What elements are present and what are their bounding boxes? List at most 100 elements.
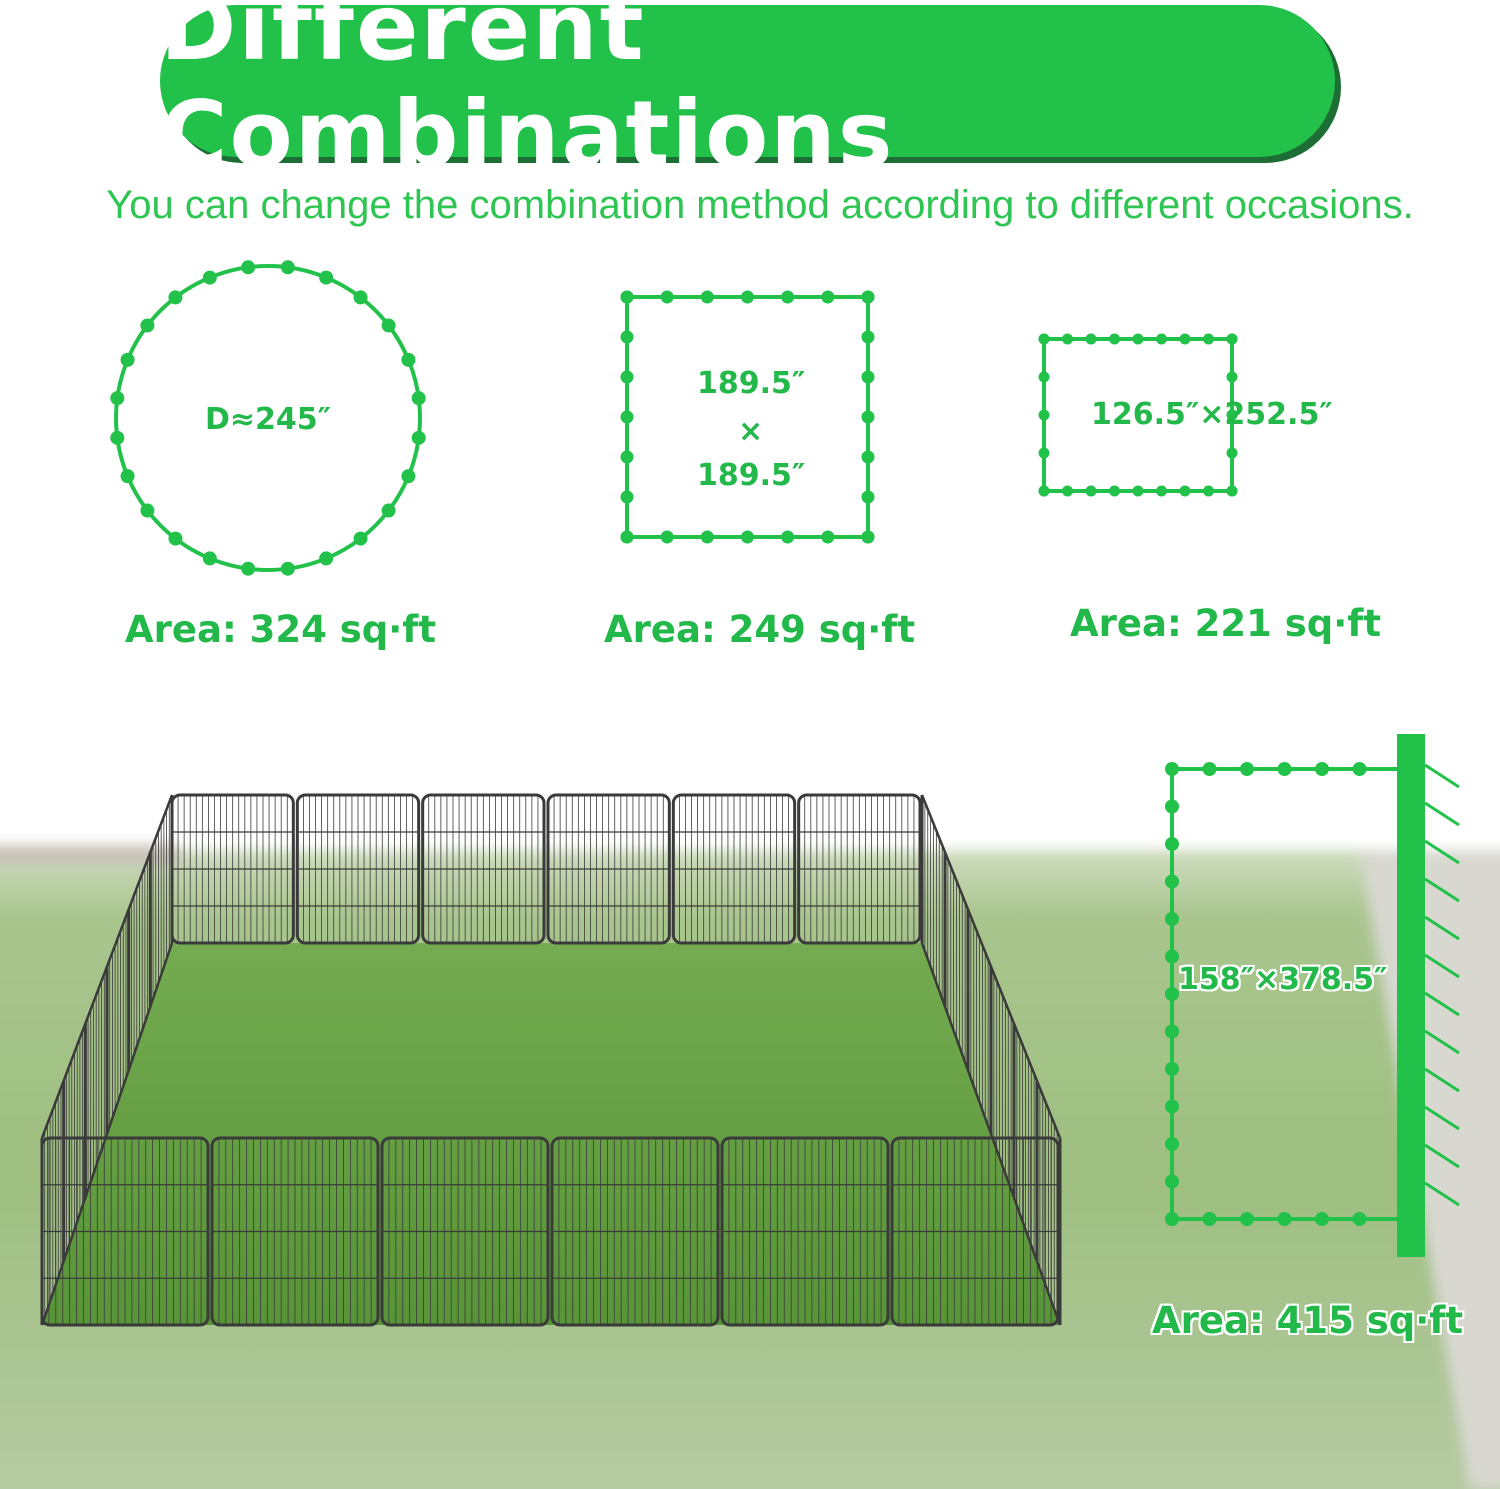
fence-joint-dot	[1226, 485, 1238, 497]
wall-area: Area: 415 sq·ft	[1152, 1299, 1464, 1342]
fence-joint-dot	[620, 450, 634, 464]
fence-joint-dot	[381, 318, 396, 333]
fence-line	[1424, 953, 1460, 979]
fence-line	[1424, 1143, 1460, 1169]
fence-joint-dot	[1038, 409, 1050, 421]
fence-joint-dot	[1165, 762, 1179, 776]
fence-line	[1424, 991, 1460, 1017]
wall-dimension: 158″×378.5″	[1178, 962, 1388, 997]
fence-joint-dot	[781, 290, 795, 304]
fence-joint-dot	[1165, 987, 1179, 1001]
fence-joint-dot	[120, 352, 135, 367]
fence-line	[1424, 877, 1460, 903]
fence-joint-dot	[660, 530, 674, 544]
fence-joint-dot	[1132, 485, 1144, 497]
fence-joint-dot	[280, 260, 295, 275]
fence-bar	[40, 794, 174, 1139]
fence-joint-dot	[1165, 912, 1179, 926]
fence-joint-dot	[821, 530, 835, 544]
fence-joint-dot	[861, 450, 875, 464]
fence-joint-dot	[411, 391, 426, 406]
title-banner: Different Combinations	[160, 0, 1335, 188]
fence-joint-dot	[1062, 485, 1073, 497]
wall	[1397, 734, 1425, 1257]
circle-layout-outline	[114, 264, 422, 572]
fence-pen	[40, 793, 1062, 1327]
rectangle-area: Area: 221 sq·ft	[1070, 602, 1382, 645]
fence-joint-dot	[1226, 333, 1238, 345]
fence-joint-dot	[110, 391, 125, 406]
fence-joint-dot	[861, 370, 875, 384]
fence-joint-dot	[168, 290, 183, 305]
fence-joint-dot	[1085, 333, 1097, 345]
fence-joint-dot	[861, 330, 875, 344]
fence-joint-dot	[861, 530, 875, 544]
fence-joint-dot	[1203, 485, 1214, 497]
fence-joint-dot	[1165, 949, 1179, 964]
circle-dimension: D≈245″	[205, 402, 332, 437]
fence-joint-dot	[700, 290, 714, 304]
fence-joint-dot	[120, 469, 135, 484]
fence-joint-dot	[1277, 1212, 1292, 1226]
fence-joint-dot	[1038, 371, 1050, 383]
fence-joint-dot	[861, 410, 875, 424]
fence-line	[1424, 839, 1460, 865]
fence-joint-dot	[1277, 762, 1292, 776]
fence-joint-dot	[1226, 409, 1238, 421]
fence-line	[1424, 1067, 1460, 1093]
fence-line	[1424, 801, 1460, 827]
fence-joint-dot	[620, 410, 634, 424]
fence-joint-dot	[1165, 1062, 1179, 1076]
fence-joint-dot	[1165, 1024, 1179, 1039]
fence-joint-dot	[700, 530, 714, 544]
fence-joint-dot	[319, 270, 334, 285]
fence-line	[1424, 1181, 1460, 1207]
fence-joint-dot	[140, 503, 155, 518]
fence-joint-dot	[140, 318, 155, 333]
fence-joint-dot	[781, 530, 795, 544]
fence-joint-dot	[1226, 371, 1238, 383]
fence-joint-dot	[381, 503, 396, 518]
fence-joint-dot	[1038, 485, 1050, 497]
fence-joint-dot	[1132, 333, 1144, 345]
fence-joint-dot	[620, 290, 634, 304]
square-area: Area: 249 sq·ft	[604, 608, 916, 651]
square-dimension-top: 189.5″	[697, 366, 806, 401]
fence-joint-dot	[741, 530, 754, 544]
page-title: Different Combinations	[160, 0, 895, 188]
fence-joint-dot	[411, 430, 426, 445]
pen-lawn	[42, 943, 1060, 1325]
fence-joint-dot	[1109, 485, 1120, 497]
fence-line	[1424, 1105, 1460, 1131]
fence-joint-dot	[1179, 333, 1191, 345]
fence-joint-dot	[1165, 1137, 1179, 1151]
fence-joint-dot	[241, 561, 256, 576]
fence-joint-dot	[1156, 333, 1167, 345]
fence-joint-dot	[401, 469, 416, 484]
combination-diagrams	[110, 260, 1460, 1257]
fence-joint-dot	[168, 531, 183, 546]
fence-joint-dot	[1165, 1099, 1179, 1114]
fence-joint-dot	[353, 290, 368, 305]
fence-joint-dot	[1165, 799, 1179, 814]
fence-joint-dot	[660, 290, 674, 304]
fence-joint-dot	[1165, 1212, 1179, 1226]
fence-joint-dot	[821, 290, 835, 304]
fence-joint-dot	[1062, 333, 1073, 345]
fence-joint-dot	[401, 352, 416, 367]
fence-joint-dot	[861, 490, 875, 504]
square-dimension-bottom: 189.5″	[697, 458, 806, 493]
fence-joint-dot	[620, 490, 634, 504]
rectangle-dimension: 126.5″×252.5″	[1091, 397, 1333, 432]
fence-joint-dot	[1240, 1212, 1254, 1226]
fence-joint-dot	[1315, 762, 1329, 776]
fence-joint-dot	[1085, 485, 1097, 497]
subtitle: You can change the combination method ac…	[106, 183, 1414, 227]
fence-joint-dot	[1165, 874, 1179, 889]
fence-joint-dot	[1109, 333, 1120, 345]
fence-joint-dot	[1226, 447, 1238, 459]
square-dimension-sep: ×	[738, 414, 764, 449]
fence-bar	[40, 942, 174, 1326]
fence-joint-dot	[1203, 333, 1214, 345]
fence-joint-dot	[280, 561, 295, 576]
